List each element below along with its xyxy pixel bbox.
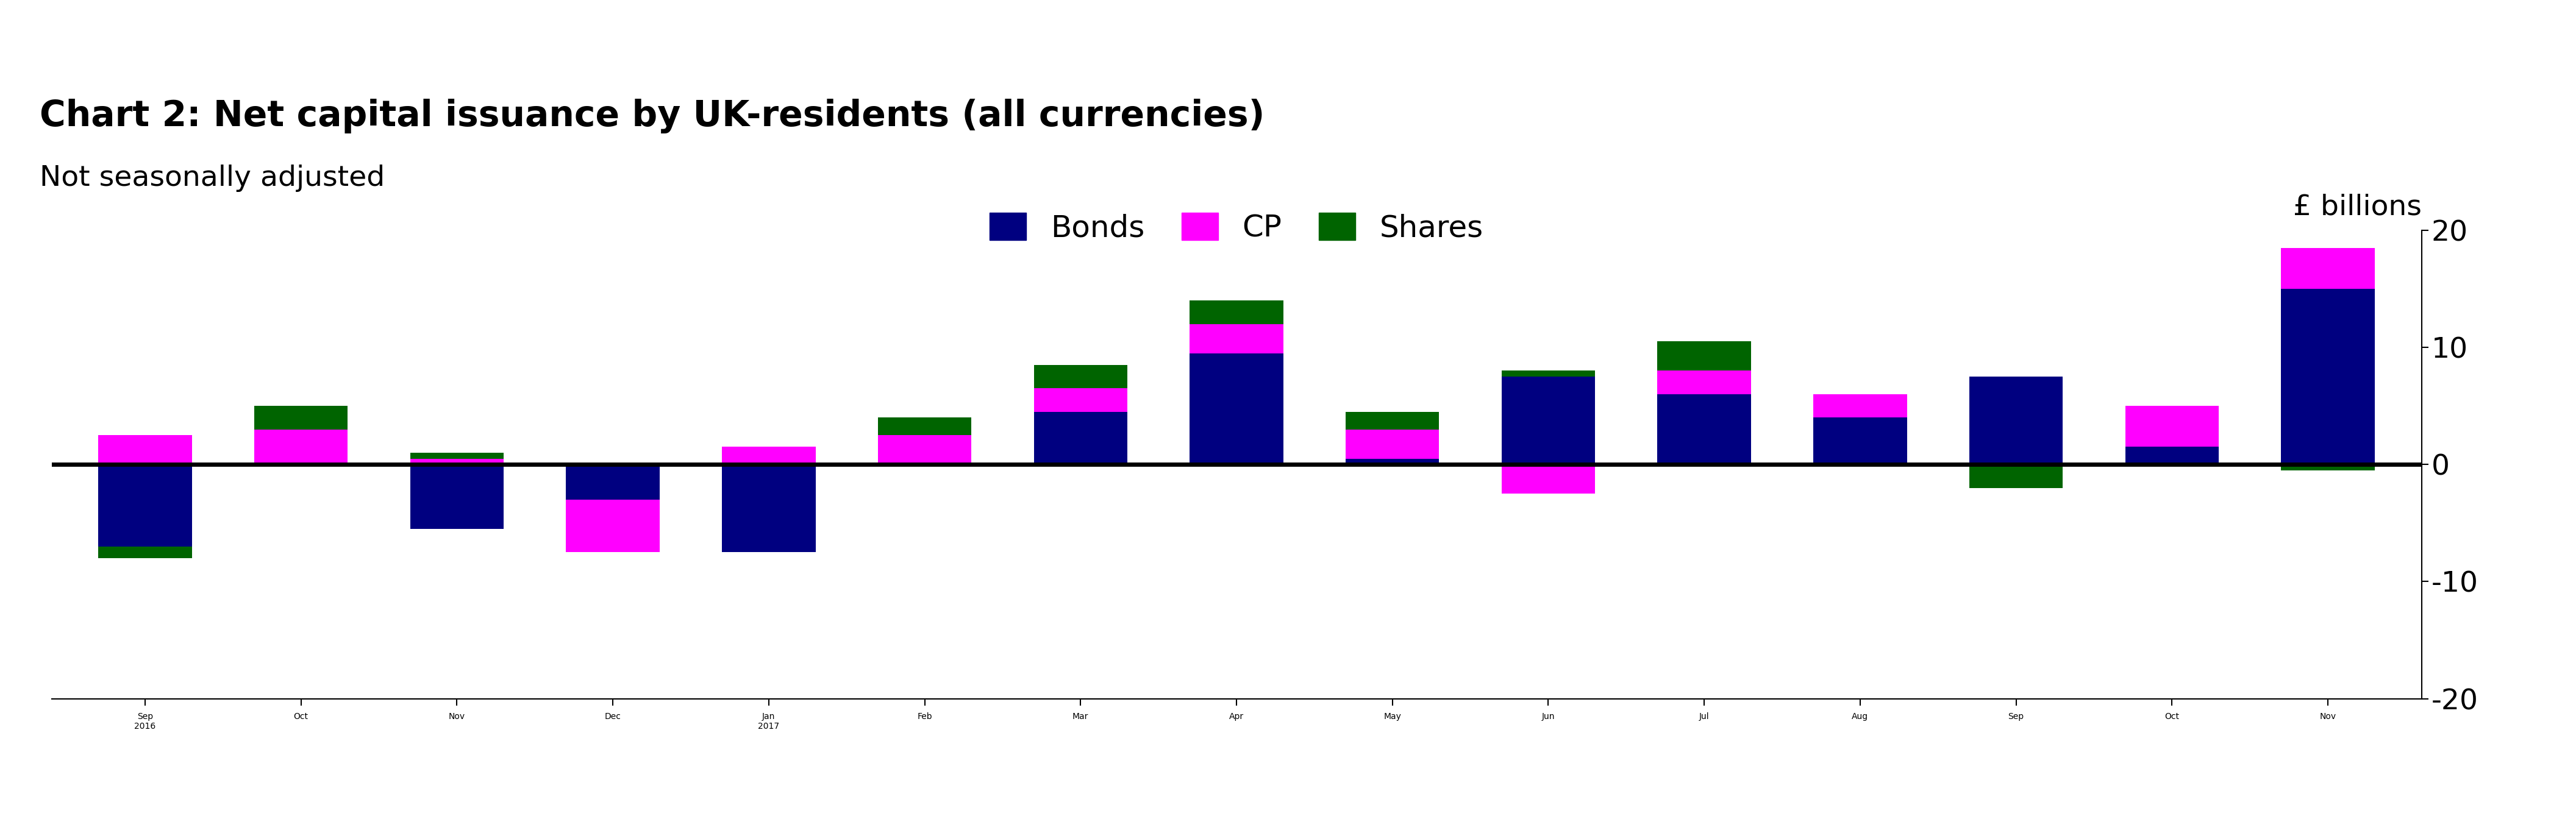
Bar (1656, 341, 1752, 371)
Bar (2282, 289, 2375, 464)
Legend: Bonds, CP, Shares: Bonds, CP, Shares (989, 213, 1484, 242)
Bar (410, 453, 505, 459)
Bar (1345, 412, 1440, 429)
Text: £ billions: £ billions (2293, 193, 2421, 221)
Bar (1033, 365, 1128, 388)
Bar (2282, 464, 2375, 470)
Bar (878, 435, 971, 464)
Bar (2125, 447, 2218, 464)
Bar (1033, 388, 1128, 412)
Bar (1502, 376, 1595, 464)
Bar (878, 418, 971, 435)
Bar (1502, 464, 1595, 494)
Bar (721, 464, 817, 552)
Bar (1345, 429, 1440, 459)
Bar (98, 547, 191, 558)
Text: Not seasonally adjusted: Not seasonally adjusted (39, 164, 384, 192)
Bar (567, 464, 659, 500)
Bar (1656, 394, 1752, 464)
Bar (255, 406, 348, 429)
Bar (1502, 371, 1595, 376)
Bar (1968, 464, 2063, 487)
Bar (1033, 412, 1128, 464)
Bar (1345, 459, 1440, 464)
Bar (2282, 247, 2375, 289)
Bar (1968, 376, 2063, 464)
Bar (1814, 394, 1906, 418)
Bar (1814, 418, 1906, 464)
Bar (567, 500, 659, 552)
Bar (1190, 324, 1283, 353)
Bar (1656, 371, 1752, 394)
Bar (721, 447, 817, 464)
Bar (410, 464, 505, 529)
Text: Chart 2: Net capital issuance by UK-residents (all currencies): Chart 2: Net capital issuance by UK-resi… (39, 99, 1265, 134)
Bar (410, 459, 505, 464)
Bar (98, 464, 191, 547)
Bar (98, 435, 191, 464)
Bar (2125, 406, 2218, 447)
Bar (255, 429, 348, 464)
Bar (1190, 353, 1283, 464)
Bar (1190, 301, 1283, 324)
